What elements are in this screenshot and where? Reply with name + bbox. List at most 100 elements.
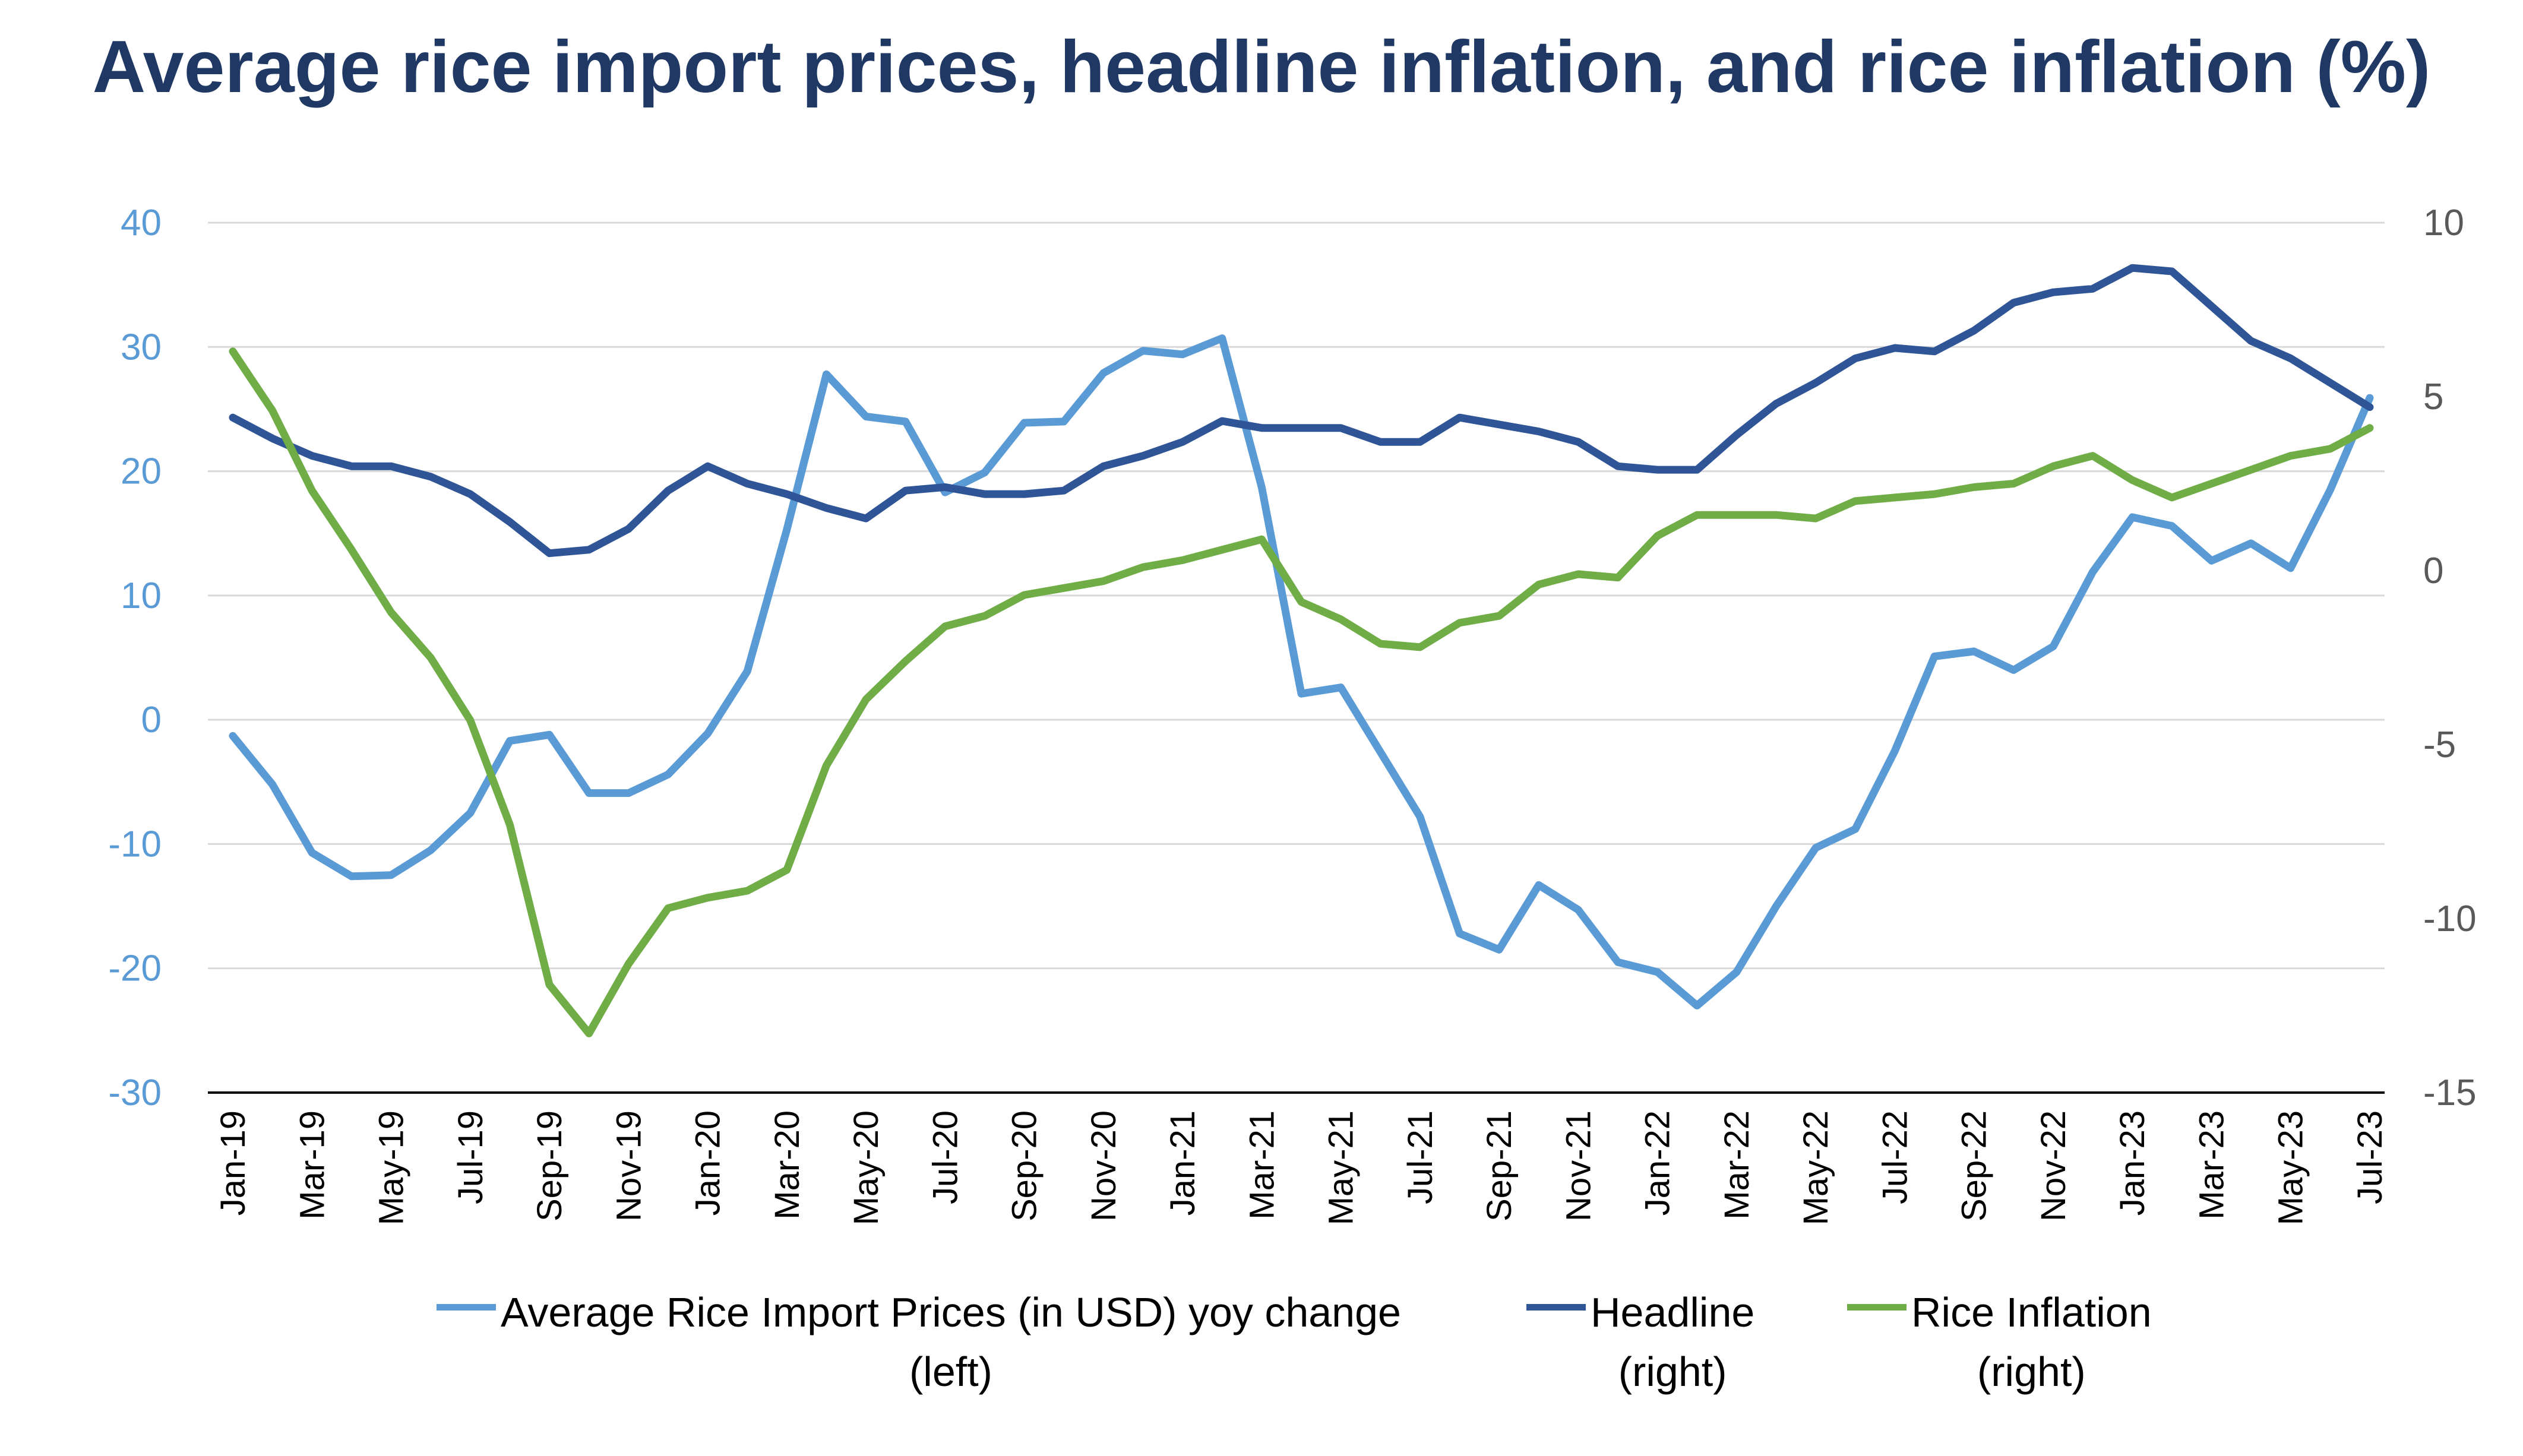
data-point [2091, 287, 2095, 290]
data-point [983, 492, 987, 496]
data-point [2249, 339, 2253, 343]
data-point [1735, 513, 1738, 517]
data-point [1933, 492, 1936, 496]
data-point [548, 983, 551, 986]
x-tick-label: Nov-22 [2034, 1110, 2073, 1221]
data-point [904, 659, 908, 663]
right-axis-ticks: 10 5 0 -5 -10 -15 [2423, 202, 2477, 1113]
right-tick-label: 10 [2423, 202, 2464, 243]
data-point [1497, 614, 1501, 618]
data-point [2328, 488, 2332, 492]
x-tick-label: Mar-20 [768, 1110, 807, 1220]
x-tick-label: May-23 [2272, 1110, 2310, 1225]
left-axis-ticks: 40 30 20 10 0 -10 -20 -30 [108, 202, 162, 1113]
data-point [1775, 513, 1778, 517]
data-point [706, 896, 710, 900]
chart-title: Average rice import prices, headline inf… [92, 26, 2431, 108]
x-tick-label: Jul-20 [926, 1110, 965, 1204]
data-point [2289, 566, 2293, 570]
data-point [1458, 416, 1462, 419]
data-point [1339, 426, 1343, 430]
left-tick-label: 10 [121, 575, 162, 616]
data-point [1458, 621, 1462, 625]
data-point [2051, 645, 2055, 648]
data-point [1576, 908, 1580, 911]
left-tick-label: 20 [121, 451, 162, 492]
data-point [2051, 464, 2055, 468]
data-point [785, 492, 789, 496]
x-tick-label: Mar-21 [1242, 1110, 1281, 1220]
data-point [2328, 381, 2332, 385]
data-point [1933, 654, 1936, 658]
data-point [2170, 496, 2174, 499]
data-point [2249, 468, 2253, 471]
data-point [1221, 548, 1224, 552]
data-point [1933, 350, 1936, 353]
x-tick-label: Jan-23 [2113, 1110, 2152, 1216]
data-point [1221, 419, 1224, 423]
data-point [1656, 970, 1659, 974]
data-point [271, 436, 274, 440]
legend-swatch-rice-import-prices [437, 1304, 496, 1311]
data-point [1893, 346, 1896, 350]
data-point [2091, 454, 2095, 458]
right-tick-label: 0 [2423, 550, 2443, 591]
x-tick-label: Sep-20 [1006, 1110, 1044, 1221]
data-point [429, 475, 432, 479]
data-point [1814, 381, 1817, 385]
legend-label-rice-inflation: Rice Inflation (right) [1911, 1283, 2152, 1401]
x-tick-label: Jul-19 [451, 1110, 490, 1204]
data-point [1656, 468, 1659, 471]
x-tick-label: May-22 [1797, 1110, 1835, 1225]
data-point [904, 489, 908, 492]
data-point [508, 739, 511, 743]
data-point [1379, 751, 1382, 754]
legend: Average Rice Import Prices (in USD) yoy … [0, 1283, 2523, 1449]
data-point [1023, 593, 1026, 597]
x-tick-label: Jul-22 [1876, 1110, 1914, 1204]
data-point [231, 734, 235, 738]
data-point [1893, 749, 1896, 753]
data-point [1260, 426, 1263, 430]
data-point [2091, 570, 2095, 574]
data-point [2170, 524, 2174, 528]
data-point [1379, 440, 1382, 444]
data-point [1576, 440, 1580, 444]
data-point [983, 614, 987, 618]
data-point [1300, 692, 1303, 695]
data-point [706, 464, 710, 468]
data-point [745, 670, 749, 673]
data-point [1735, 970, 1738, 974]
x-tick-label: Sep-22 [1955, 1110, 1994, 1221]
x-tick-label: Mar-23 [2192, 1110, 2231, 1220]
data-point [469, 492, 472, 496]
left-tick-label: 30 [121, 327, 162, 368]
data-point [943, 625, 947, 628]
data-point [587, 792, 591, 795]
legend-swatch-rice-inflation [1847, 1304, 1907, 1311]
data-point [2210, 559, 2214, 562]
legend-axis-note: (right) [1618, 1349, 1727, 1395]
data-point [1339, 618, 1343, 621]
left-tick-label: -20 [108, 948, 162, 989]
data-point [1379, 642, 1382, 645]
data-point [627, 792, 630, 795]
data-point [824, 372, 828, 376]
x-tick-label: Jan-22 [1639, 1110, 1677, 1216]
data-point [350, 548, 353, 552]
data-point [390, 873, 393, 877]
data-point [2130, 266, 2134, 270]
data-point [310, 454, 314, 458]
data-point [1537, 430, 1541, 433]
data-point [1458, 932, 1462, 935]
data-point [1062, 489, 1066, 492]
data-point [2012, 668, 2015, 672]
data-point [1814, 846, 1817, 850]
data-point [350, 464, 353, 468]
data-point [627, 962, 630, 966]
data-point [231, 416, 235, 419]
data-point [666, 489, 670, 492]
x-tick-label: Nov-20 [1085, 1110, 1123, 1221]
legend-series-name: Average Rice Import Prices (in USD) yoy … [501, 1289, 1401, 1335]
data-point [2368, 426, 2372, 430]
